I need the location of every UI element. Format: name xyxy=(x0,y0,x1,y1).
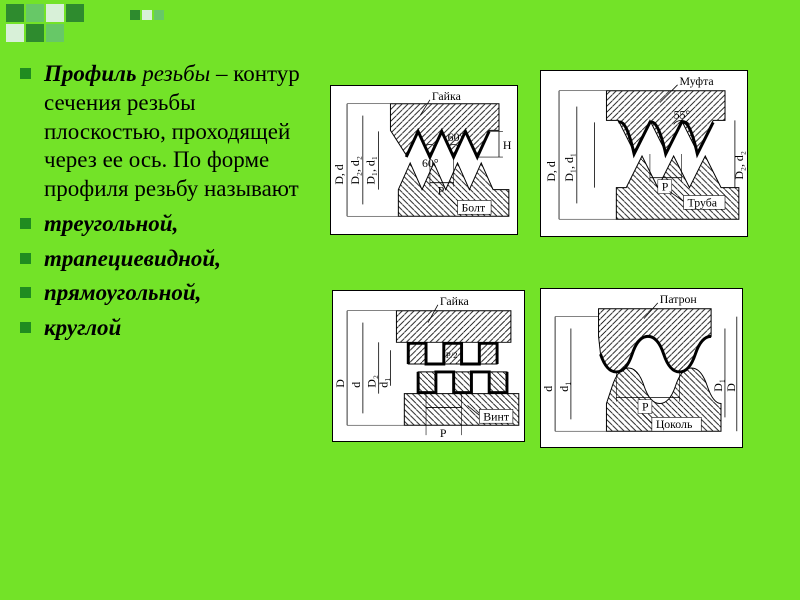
term-word: Профиль xyxy=(44,61,136,86)
dim-label: D, d xyxy=(544,161,558,181)
dim-label: d xyxy=(349,382,363,388)
shape-item: трапециевидной, xyxy=(20,245,320,274)
top-label: Гайка xyxy=(440,294,470,308)
dim-label: d₁ xyxy=(557,382,571,392)
top-label: Муфта xyxy=(680,74,715,88)
term-word2: резьбы – xyxy=(142,61,227,86)
corner-squares xyxy=(0,0,180,54)
shape-item: круглой xyxy=(20,314,320,343)
height-label: H xyxy=(503,138,512,152)
bottom-label: Труба xyxy=(687,195,717,209)
halfpitch-label: P/2 xyxy=(446,350,458,360)
angle-text: 55° xyxy=(674,107,691,121)
top-label: Патрон xyxy=(660,292,698,306)
top-label: Гайка xyxy=(432,89,462,103)
dim-label: D xyxy=(333,379,347,388)
pitch-label: P xyxy=(662,180,669,194)
pitch-label: P xyxy=(440,426,447,440)
pitch-label: P xyxy=(438,184,445,198)
dim-label: D₂, d₂ xyxy=(348,156,362,185)
dim-label: d₁ xyxy=(377,378,391,388)
dim-label: D₁, d₁ xyxy=(562,153,576,182)
bottom-label: Болт xyxy=(461,200,485,214)
bottom-label: Цоколь xyxy=(656,417,693,431)
diagram-pipe-thread: 55° Муфта P Труба D, d D₁, d₁ D₂, d₂ xyxy=(540,70,748,237)
dim-label: D₁, d₁ xyxy=(364,156,378,185)
shape-item: треугольной, xyxy=(20,210,320,239)
pitch-label: P xyxy=(642,399,649,413)
dim-label: D xyxy=(724,383,738,392)
slide-text: Профиль резьбы – контур сечения резьбы п… xyxy=(20,60,320,349)
angle-text: 60° xyxy=(422,156,439,170)
dim-label: D, d xyxy=(332,164,346,184)
dim-label: D₂, d₂ xyxy=(732,151,746,180)
definition-para: Профиль резьбы – контур сечения резьбы п… xyxy=(20,60,320,204)
bottom-label: Винт xyxy=(483,409,509,423)
shape-item: прямоугольной, xyxy=(20,279,320,308)
diagram-metric-thread: 60° 60° P H Гайка Болт D, d D₂, d₂ D₁, d… xyxy=(330,85,518,235)
diagram-round-thread: Патрон Цоколь P d d₁ D₁ D xyxy=(540,288,743,448)
dim-label: d xyxy=(541,386,555,392)
diagram-square-thread: Гайка Винт P/2 P D d D₂ d₁ xyxy=(332,290,525,442)
angle-text: 60° xyxy=(448,130,465,144)
